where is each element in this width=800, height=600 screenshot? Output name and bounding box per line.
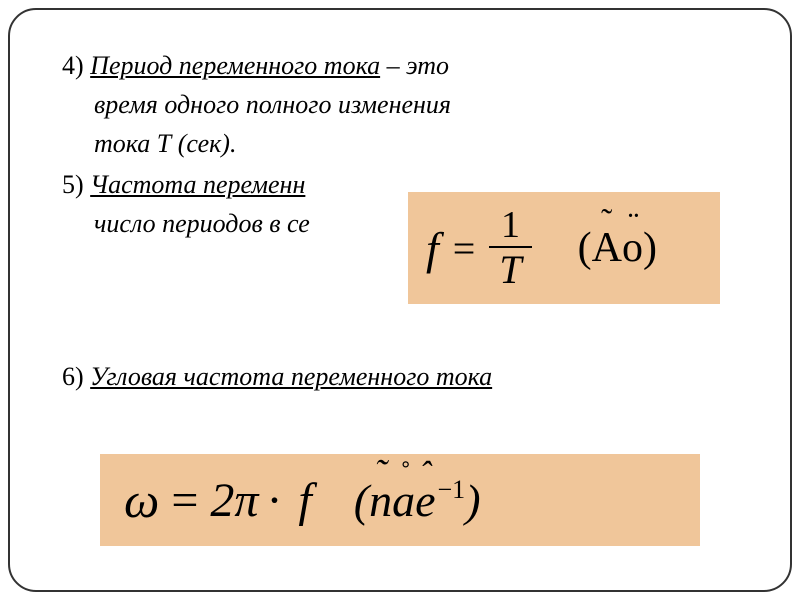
item-6-num: 6) <box>62 362 84 391</box>
formula-2-unit: (˜n˚aˆe−1) <box>354 474 481 527</box>
u2-char-2: ˚a <box>392 474 415 527</box>
u2-char-1: ˜n <box>369 474 392 527</box>
formula-1: f = 1 T (˜A¨o) <box>426 200 702 296</box>
unit-char-1: ˜A <box>592 224 622 272</box>
formula-1-unit: (˜A¨o) <box>578 224 657 272</box>
formula-2: ω = 2π · f (˜n˚aˆe−1) <box>124 462 676 538</box>
formula-1-lhs: f <box>426 222 439 275</box>
item-4-line1: 4) Период переменного тока – это <box>46 48 754 83</box>
formula-2-eq: = <box>171 473 198 528</box>
umlaut-icon: ¨ <box>622 206 643 244</box>
formula-2-exp: −1 <box>438 475 466 504</box>
paren-open-2: ( <box>354 475 369 526</box>
item-6-term: Угловая частота переменного тока <box>90 362 492 391</box>
formula-1-box: f = 1 T (˜A¨o) <box>408 192 720 304</box>
item-4-line3: тока Т (сек). <box>46 126 754 161</box>
u2-char-3: ˆe <box>415 474 435 527</box>
ring-icon: ˚ <box>392 455 415 492</box>
formula-2-two: 2 <box>210 473 234 528</box>
item-4-term: Период переменного тока <box>90 51 380 80</box>
slide-frame: 4) Период переменного тока – это время о… <box>8 8 792 592</box>
formula-2-dot: · <box>266 473 282 528</box>
formula-2-box: ω = 2π · f (˜n˚aˆe−1) <box>100 454 700 546</box>
item-4-num: 4) <box>62 51 84 80</box>
paren-open: ( <box>578 225 592 271</box>
item-6-line1: 6) Угловая частота переменного тока <box>46 359 754 394</box>
tilde-icon: ˜ <box>592 203 622 241</box>
formula-1-denominator: T <box>489 248 531 292</box>
item-5-num: 5) <box>62 170 84 199</box>
tilde-icon-2: ˜ <box>369 451 392 494</box>
item-4-line2: время одного полного изменения <box>46 87 754 122</box>
item-5-term-part: Частота переменн <box>90 170 305 199</box>
paren-close: ) <box>643 225 657 271</box>
hat-icon: ˆ <box>415 455 435 494</box>
formula-1-fraction: 1 T <box>489 204 531 292</box>
formula-2-f: f <box>298 473 311 528</box>
paren-close-2: ) <box>465 475 480 526</box>
unit-char-2: ¨o <box>622 224 643 272</box>
formula-2-omega: ω <box>124 471 159 529</box>
item-4-rest1: – это <box>380 51 449 80</box>
formula-2-pi: π <box>234 473 258 528</box>
formula-1-eq: = <box>453 225 476 272</box>
formula-1-numerator: 1 <box>491 204 530 246</box>
